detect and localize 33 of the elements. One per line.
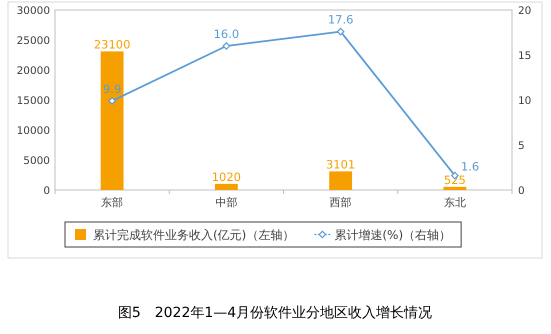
- data-label: 16.0: [214, 27, 240, 41]
- y-tick-label: 0: [43, 185, 50, 197]
- text: 图5 2022年1—4月份软件业分地区收入增长情况: [118, 305, 432, 321]
- data-label: 3101: [326, 157, 356, 172]
- point: [336, 28, 344, 36]
- bar: [100, 51, 124, 190]
- data-label: 17.6: [328, 12, 354, 27]
- data-label: 1020: [212, 170, 242, 184]
- legend-label: 累计完成软件业务收入(亿元)（左轴）: [93, 228, 294, 242]
- y2-tick-label: 10: [518, 95, 532, 107]
- x-tick-label: 东北: [444, 196, 466, 209]
- y-tick-label: 10000: [16, 125, 50, 137]
- y-tick-label: 30000: [16, 5, 50, 17]
- y2-tick-label: 15: [518, 50, 532, 62]
- bar: [329, 171, 352, 190]
- x-tick-label: 中部: [215, 196, 238, 209]
- y2-tick-label: 20: [518, 5, 532, 17]
- legend-label: 累计增速(%)（右轴）: [334, 228, 452, 242]
- y2-tick-label: 5: [518, 140, 525, 152]
- y-tick-label: 20000: [16, 65, 50, 77]
- data-label: 9.9: [102, 82, 122, 96]
- x-tick-label: 西部: [330, 196, 352, 209]
- data-label: 1.6: [460, 160, 480, 174]
- bar: [443, 186, 466, 190]
- y-tick-label: 25000: [16, 35, 50, 47]
- y2-tick-label: 0: [518, 185, 525, 197]
- y-tick-label: 5000: [23, 155, 50, 167]
- point: [222, 42, 230, 50]
- data-label: 23100: [94, 37, 130, 52]
- point: [108, 97, 116, 105]
- x-tick-label: 东部: [101, 196, 124, 209]
- bar: [214, 184, 238, 190]
- y-tick-label: 15000: [16, 95, 50, 107]
